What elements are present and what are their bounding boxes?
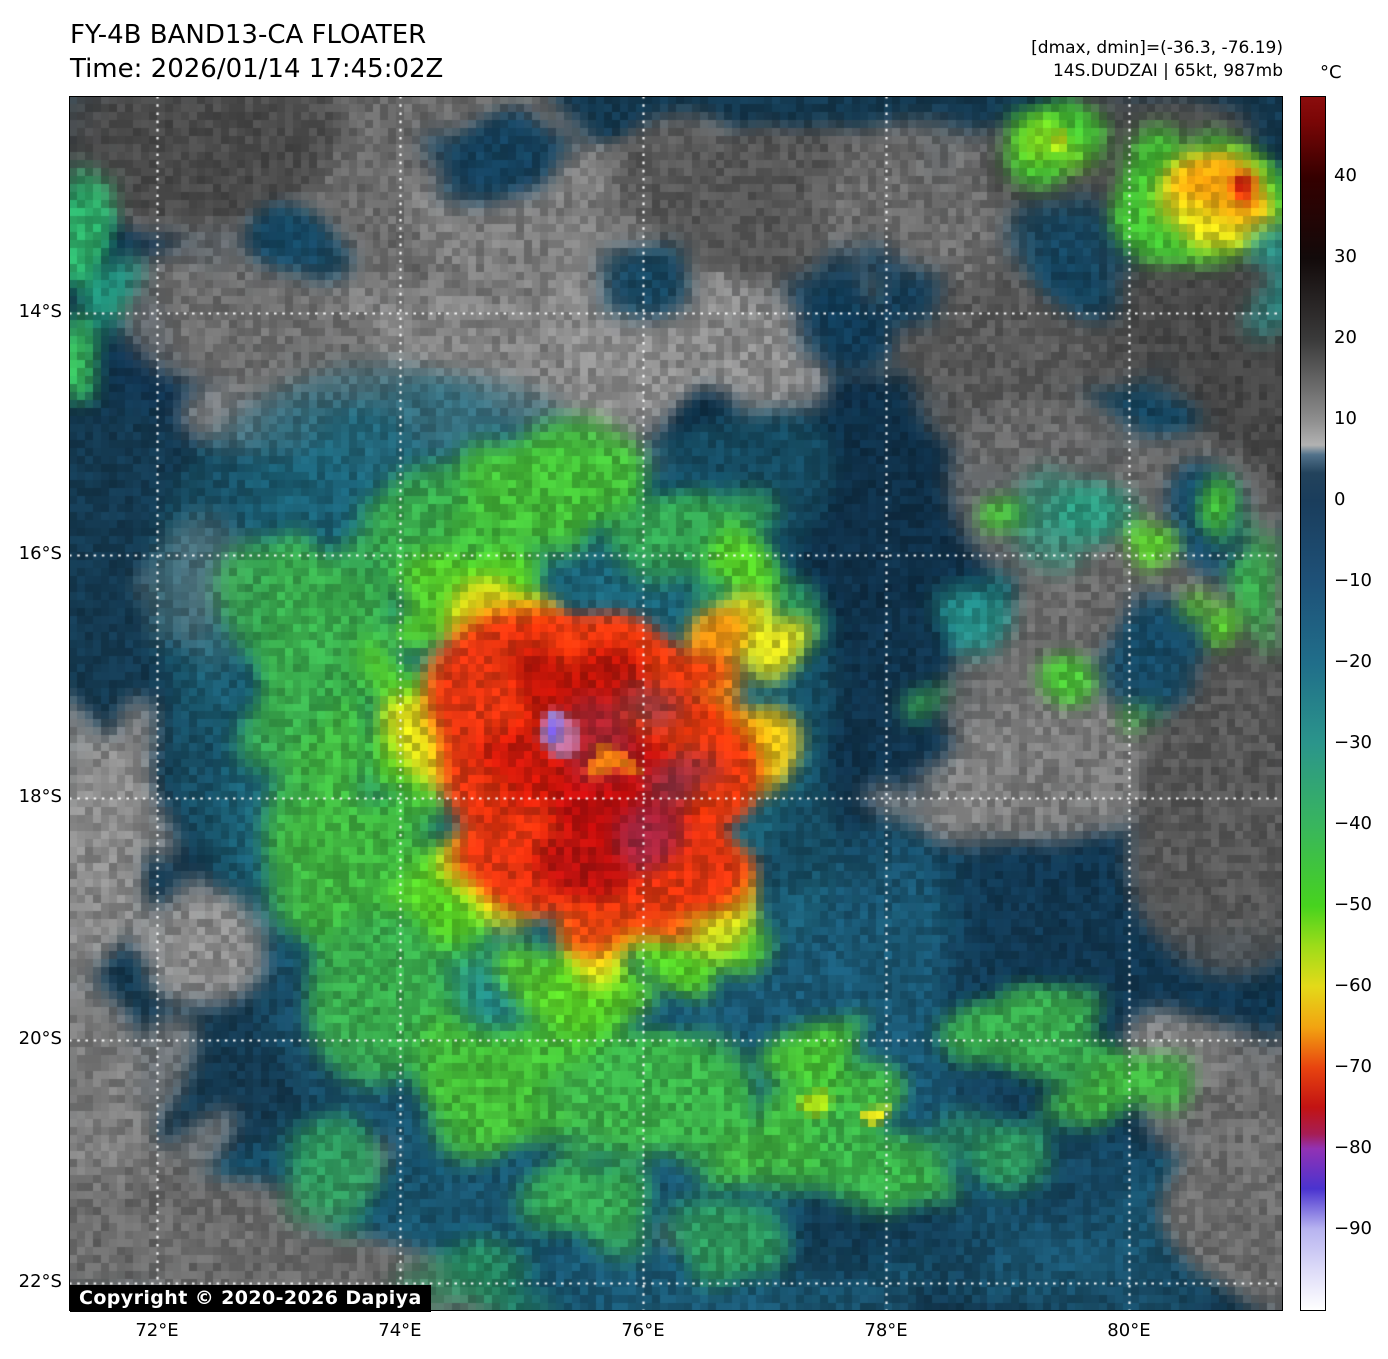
colorbar-tick-label: 20	[1334, 327, 1357, 348]
colorbar-tick-label: 40	[1334, 165, 1357, 187]
colorbar-tick-label: −40	[1334, 813, 1372, 834]
x-axis-tick-label: 78°E	[864, 1320, 908, 1341]
colorbar-tick-label: 0	[1334, 488, 1346, 510]
colorbar-tick-label: −90	[1334, 1217, 1372, 1239]
dmax-dmin-annotation: [dmax, dmin]=(-36.3, -76.19)	[1031, 38, 1283, 58]
y-axis-tick-label: 14°S	[18, 300, 62, 322]
x-axis-tick-label: 76°E	[621, 1320, 665, 1341]
x-axis-tick-label: 80°E	[1107, 1320, 1151, 1341]
y-axis-tick-label: 18°S	[18, 786, 62, 808]
page-title: FY-4B BAND13-CA FLOATER	[70, 20, 427, 50]
colorbar	[1300, 96, 1326, 1311]
timestamp-label: Time: 2026/01/14 17:45:02Z	[70, 54, 444, 84]
y-axis-tick-label: 20°S	[18, 1028, 62, 1050]
colorbar-tick-label: −80	[1334, 1137, 1372, 1159]
colorbar-tick-label: 30	[1334, 245, 1357, 267]
y-axis-tick-label: 16°S	[18, 543, 62, 565]
x-axis-tick-label: 72°E	[135, 1320, 179, 1341]
header-annotations: [dmax, dmin]=(-36.3, -76.19) 14S.DUDZAI …	[1031, 37, 1283, 83]
colorbar-unit-label: °C	[1320, 62, 1342, 83]
copyright-label: Copyright © 2020-2026 Dapiya	[70, 1285, 431, 1312]
colorbar-tick-label: −60	[1334, 974, 1372, 996]
x-axis-tick-label: 74°E	[378, 1320, 422, 1341]
colorbar-tick-label: −30	[1334, 731, 1372, 753]
colorbar-tick-label: −20	[1334, 651, 1372, 673]
y-axis-tick-label: 22°S	[18, 1271, 62, 1293]
colorbar-tick-label: −70	[1334, 1056, 1372, 1077]
colorbar-tick-label: 10	[1334, 408, 1357, 430]
colorbar-tick-label: −10	[1334, 570, 1372, 591]
satellite-map-canvas	[69, 96, 1283, 1311]
storm-annotation: 14S.DUDZAI | 65kt, 987mb	[1052, 61, 1283, 81]
colorbar-tick-label: −50	[1334, 894, 1372, 916]
